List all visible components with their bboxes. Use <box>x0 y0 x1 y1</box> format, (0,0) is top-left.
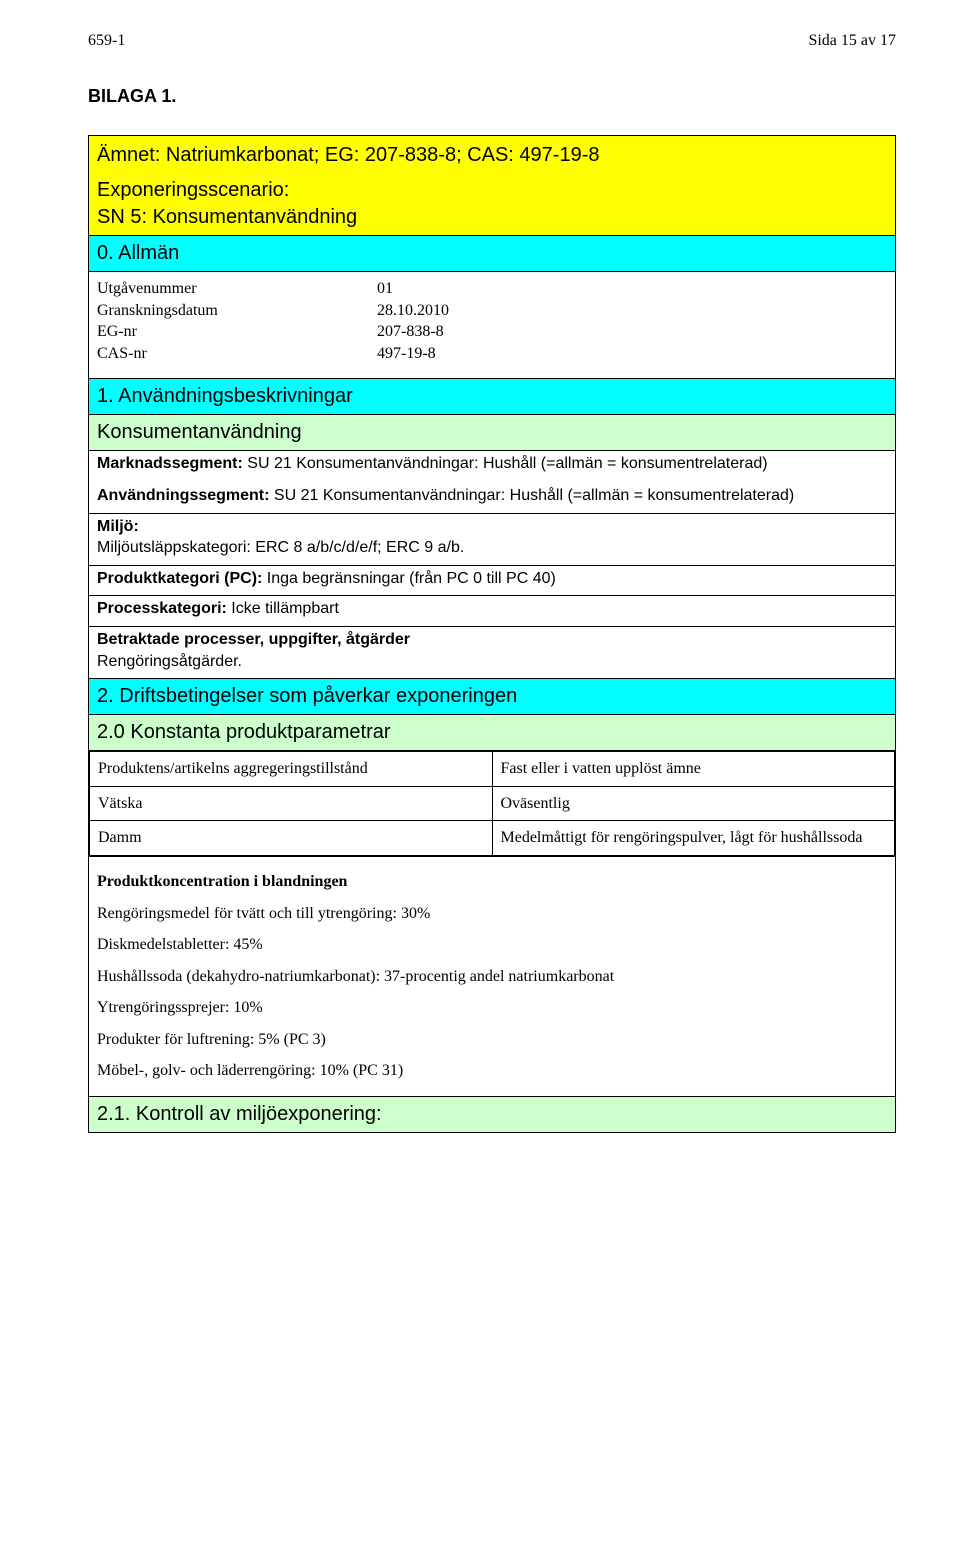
title-line-2b: SN 5: Konsumentanvändning <box>97 204 887 231</box>
bilaga-heading: BILAGA 1. <box>88 86 896 107</box>
prodkat-label: Produktkategori (PC): <box>97 570 262 587</box>
konc-line: Produkter för luftrening: 5% (PC 3) <box>97 1029 887 1051</box>
konc-line: Rengöringsmedel för tvätt och till ytren… <box>97 903 887 925</box>
param-name: Damm <box>90 821 493 856</box>
kv-key: Granskningsdatum <box>97 300 377 322</box>
param-name: Vätska <box>90 786 493 821</box>
kv-row: Utgåvenummer01 <box>97 278 887 300</box>
section-1-process: Processkategori: Icke tillämpbart <box>89 596 896 627</box>
market-text: SU 21 Konsumentanvändningar: Hushåll (=a… <box>247 455 767 472</box>
section-1-miljo: Miljö: Miljöutsläppskategori: ERC 8 a/b/… <box>89 513 896 565</box>
section-2-params-table-wrap: Produktens/artikelns aggregeringstillstå… <box>89 751 896 857</box>
section-2-subheading: 2.0 Konstanta produktparametrar <box>89 715 896 751</box>
konc-line: Hushållssoda (dekahydro-natriumkarbonat)… <box>97 966 887 988</box>
section-1-subheading: Konsumentanvändning <box>89 415 896 451</box>
prodkat-text: Inga begränsningar (från PC 0 till PC 40… <box>262 570 555 587</box>
section-2-heading: 2. Driftsbetingelser som påverkar expone… <box>89 679 896 715</box>
konc-line: Ytrengöringssprejer: 10% <box>97 997 887 1019</box>
betrakt-text: Rengöringsåtgärder. <box>97 651 887 673</box>
miljo-text: Miljöutsläppskategori: ERC 8 a/b/c/d/e/f… <box>97 537 887 559</box>
section-2-params-table: Produktens/artikelns aggregeringstillstå… <box>89 751 895 856</box>
section-1-prodkat: Produktkategori (PC): Inga begränsningar… <box>89 565 896 596</box>
title-block: Ämnet: Natriumkarbonat; EG: 207-838-8; C… <box>89 136 896 236</box>
kv-key: EG-nr <box>97 321 377 343</box>
main-table: Ämnet: Natriumkarbonat; EG: 207-838-8; C… <box>88 135 896 1133</box>
kv-row: Granskningsdatum28.10.2010 <box>97 300 887 322</box>
konc-line: Diskmedelstabletter: 45% <box>97 934 887 956</box>
process-label: Processkategori: <box>97 600 227 617</box>
kv-row: EG-nr207-838-8 <box>97 321 887 343</box>
page-of: Sida 15 av 17 <box>808 32 896 50</box>
param-row: VätskaOväsentlig <box>90 786 895 821</box>
doc-ref: 659-1 <box>88 32 125 50</box>
miljo-label: Miljö: <box>97 516 887 538</box>
kv-value: 497-19-8 <box>377 343 436 365</box>
section-1-betrakt: Betraktade processer, uppgifter, åtgärde… <box>89 626 896 678</box>
konc-line: Möbel-, golv- och läderrengöring: 10% (P… <box>97 1060 887 1082</box>
title-line-1: Ämnet: Natriumkarbonat; EG: 207-838-8; C… <box>97 142 887 169</box>
betrakt-label: Betraktade processer, uppgifter, åtgärde… <box>97 629 887 651</box>
kv-key: Utgåvenummer <box>97 278 377 300</box>
running-header: 659-1 Sida 15 av 17 <box>88 32 896 50</box>
use-text: SU 21 Konsumentanvändningar: Hushåll (=a… <box>274 487 794 504</box>
section-2-konc: Produktkoncentration i blandningen Rengö… <box>89 856 896 1096</box>
kv-key: CAS-nr <box>97 343 377 365</box>
kv-value: 207-838-8 <box>377 321 444 343</box>
kv-value: 28.10.2010 <box>377 300 449 322</box>
section-1-heading: 1. Användningsbeskrivningar <box>89 379 896 415</box>
page: 659-1 Sida 15 av 17 BILAGA 1. Ämnet: Nat… <box>0 0 960 1197</box>
market-label: Marknadssegment: <box>97 455 243 472</box>
param-row: Produktens/artikelns aggregeringstillstå… <box>90 752 895 787</box>
param-value: Fast eller i vatten upplöst ämne <box>492 752 895 787</box>
kv-row: CAS-nr497-19-8 <box>97 343 887 365</box>
section-2-1-heading: 2.1. Kontroll av miljöexponering: <box>89 1097 896 1133</box>
section-0-heading: 0. Allmän <box>89 236 896 272</box>
konc-heading: Produktkoncentration i blandningen <box>97 871 887 893</box>
process-text: Icke tillämpbart <box>227 600 339 617</box>
param-value: Oväsentlig <box>492 786 895 821</box>
param-name: Produktens/artikelns aggregeringstillstå… <box>90 752 493 787</box>
kv-value: 01 <box>377 278 393 300</box>
section-1-market: Marknadssegment: SU 21 Konsumentanvändni… <box>89 451 896 513</box>
param-row: DammMedelmåttigt för rengöringspulver, l… <box>90 821 895 856</box>
title-line-2a: Exponeringsscenario: <box>97 177 887 204</box>
param-value: Medelmåttigt för rengöringspulver, lågt … <box>492 821 895 856</box>
use-label: Användningssegment: <box>97 487 269 504</box>
section-0-body: Utgåvenummer01Granskningsdatum28.10.2010… <box>89 272 896 379</box>
